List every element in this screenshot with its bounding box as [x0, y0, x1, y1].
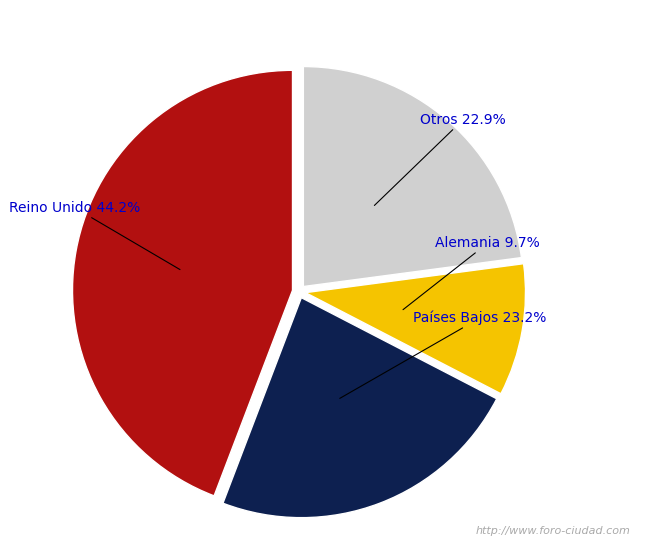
Text: Países Bajos 23.2%: Países Bajos 23.2% — [340, 311, 547, 398]
Text: Reino Unido 44.2%: Reino Unido 44.2% — [9, 201, 180, 270]
Text: Cútar - Turistas extranjeros según país - Abril de 2024: Cútar - Turistas extranjeros según país … — [71, 15, 579, 34]
Text: Alemania 9.7%: Alemania 9.7% — [403, 236, 540, 310]
Wedge shape — [306, 263, 525, 394]
Wedge shape — [223, 298, 497, 518]
Wedge shape — [304, 67, 521, 287]
Text: http://www.foro-ciudad.com: http://www.foro-ciudad.com — [476, 526, 630, 536]
Text: Otros 22.9%: Otros 22.9% — [374, 113, 506, 206]
Wedge shape — [73, 70, 292, 496]
